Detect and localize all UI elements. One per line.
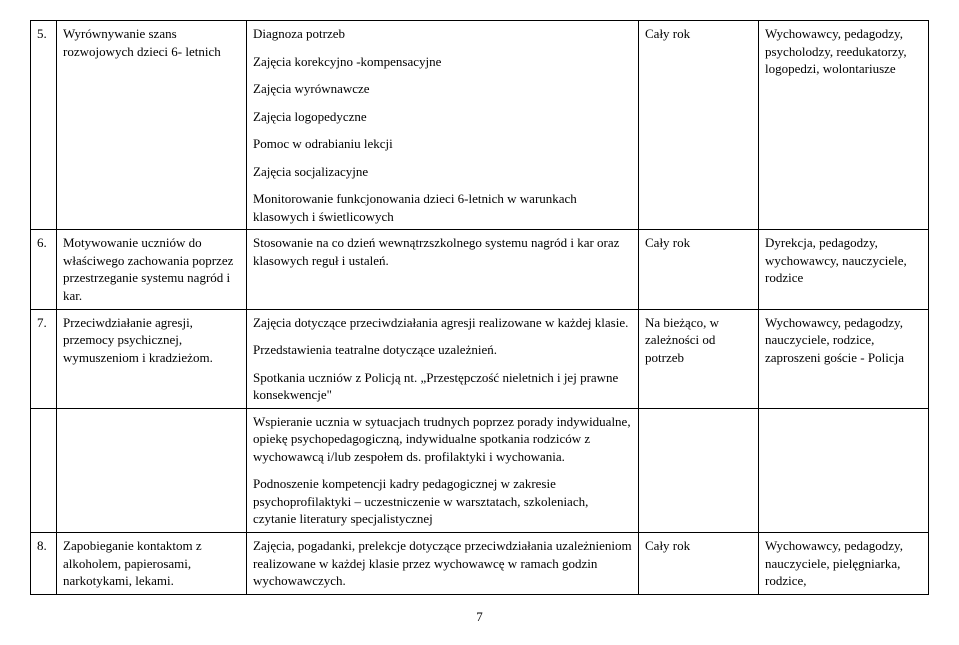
cell-description: Zajęcia, pogadanki, prelekcje dotyczące … [247, 533, 639, 595]
cell-description: Diagnoza potrzeb Zajęcia korekcyjno -kom… [247, 21, 639, 230]
desc-line: Zajęcia wyrównawcze [253, 80, 632, 98]
cell-description: Stosowanie na co dzień wewnątrzszkolnego… [247, 230, 639, 309]
desc-line: Monitorowanie funkcjonowania dzieci 6-le… [253, 190, 632, 225]
desc-line: Podnoszenie kompetencji kadry pedagogicz… [253, 475, 632, 528]
cell-task: Zapobieganie kontaktom z alkoholem, papi… [57, 533, 247, 595]
cell-description: Wspieranie ucznia w sytuacjach trudnych … [247, 408, 639, 532]
cell-who: Wychowawcy, pedagodzy, nauczyciele, piel… [759, 533, 929, 595]
page-number: 7 [30, 609, 929, 625]
cell-when: Cały rok [639, 21, 759, 230]
desc-line: Zajęcia logopedyczne [253, 108, 632, 126]
cell-who: Wychowawcy, pedagodzy, nauczyciele, rodz… [759, 309, 929, 408]
cell-number: 5. [31, 21, 57, 230]
desc-line: Spotkania uczniów z Policją nt. „Przestę… [253, 369, 632, 404]
table-row: 7. Przeciwdziałanie agresji, przemocy ps… [31, 309, 929, 408]
desc-line: Pomoc w odrabianiu lekcji [253, 135, 632, 153]
cell-number: 7. [31, 309, 57, 408]
desc-line: Zajęcia, pogadanki, prelekcje dotyczące … [253, 537, 632, 590]
desc-line: Zajęcia korekcyjno -kompensacyjne [253, 53, 632, 71]
table-row: 6. Motywowanie uczniów do właściwego zac… [31, 230, 929, 309]
desc-line: Zajęcia socjalizacyjne [253, 163, 632, 181]
cell-who [759, 408, 929, 532]
table-body: 5. Wyrównywanie szans rozwojowych dzieci… [31, 21, 929, 595]
cell-task [57, 408, 247, 532]
cell-description: Zajęcia dotyczące przeciwdziałania agres… [247, 309, 639, 408]
desc-line: Zajęcia dotyczące przeciwdziałania agres… [253, 314, 632, 332]
cell-task: Przeciwdziałanie agresji, przemocy psych… [57, 309, 247, 408]
cell-when: Cały rok [639, 230, 759, 309]
desc-line: Wspieranie ucznia w sytuacjach trudnych … [253, 413, 632, 466]
cell-task: Motywowanie uczniów do właściwego zachow… [57, 230, 247, 309]
cell-number: 8. [31, 533, 57, 595]
desc-line: Stosowanie na co dzień wewnątrzszkolnego… [253, 234, 632, 269]
table-row: Wspieranie ucznia w sytuacjach trudnych … [31, 408, 929, 532]
cell-who: Dyrekcja, pedagodzy, wychowawcy, nauczyc… [759, 230, 929, 309]
cell-number [31, 408, 57, 532]
desc-line: Przedstawienia teatralne dotyczące uzale… [253, 341, 632, 359]
desc-line: Diagnoza potrzeb [253, 25, 632, 43]
document-table: 5. Wyrównywanie szans rozwojowych dzieci… [30, 20, 929, 595]
cell-who: Wychowawcy, pedagodzy, psycholodzy, reed… [759, 21, 929, 230]
table-row: 5. Wyrównywanie szans rozwojowych dzieci… [31, 21, 929, 230]
table-row: 8. Zapobieganie kontaktom z alkoholem, p… [31, 533, 929, 595]
cell-task: Wyrównywanie szans rozwojowych dzieci 6-… [57, 21, 247, 230]
cell-when: Cały rok [639, 533, 759, 595]
cell-when [639, 408, 759, 532]
cell-number: 6. [31, 230, 57, 309]
cell-when: Na bieżąco, w zależności od potrzeb [639, 309, 759, 408]
